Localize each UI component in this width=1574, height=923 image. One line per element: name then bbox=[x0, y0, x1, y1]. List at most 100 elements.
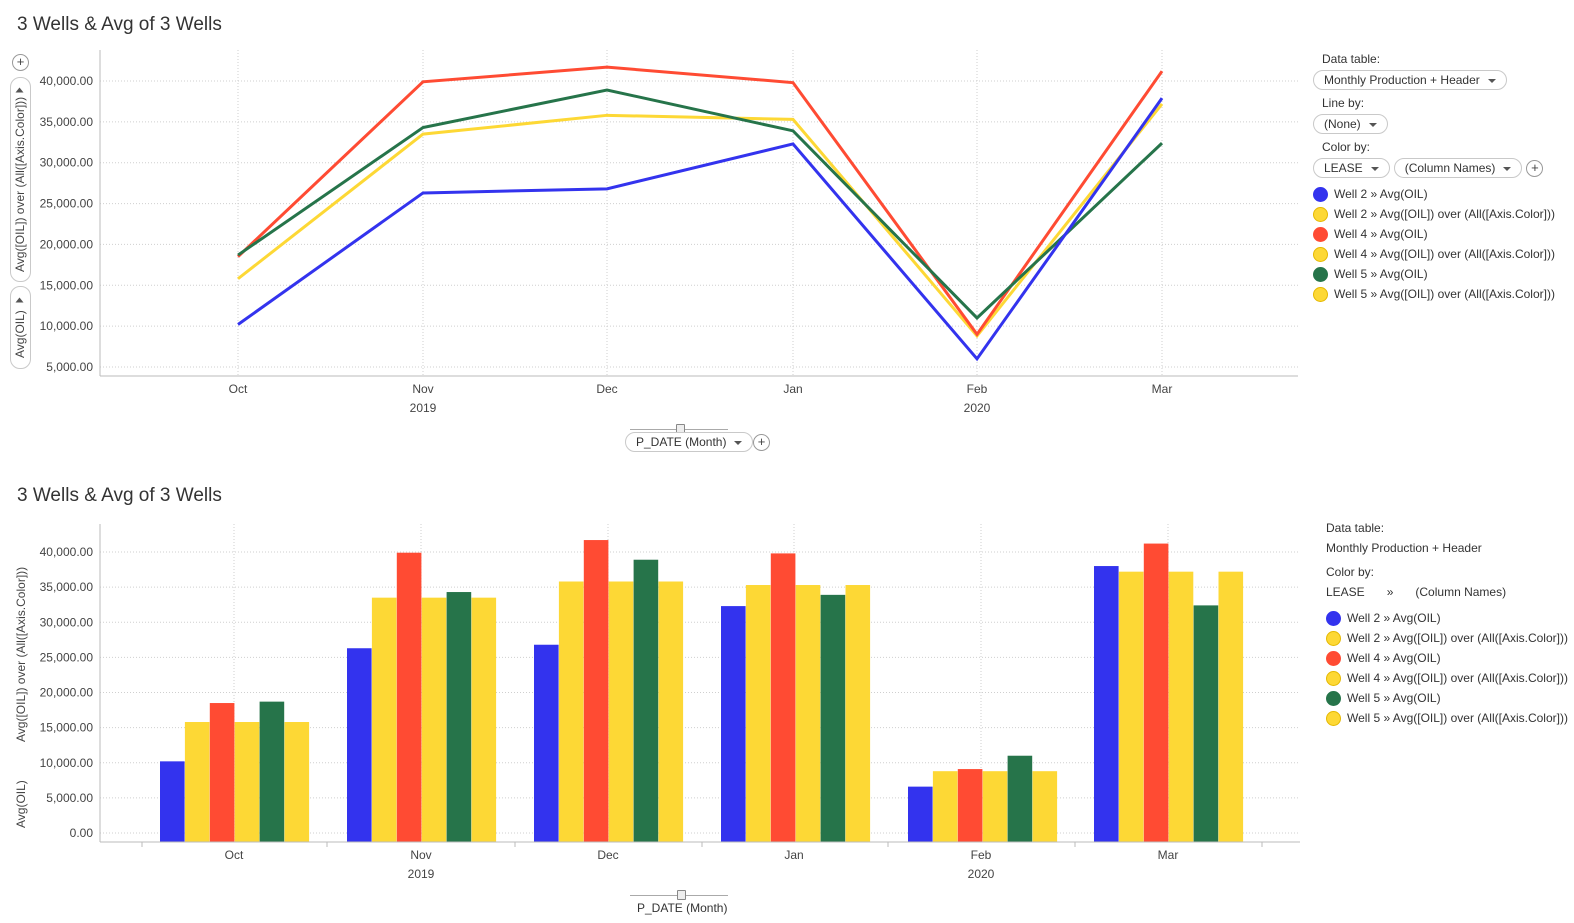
legend-item[interactable]: Well 2 » Avg([OIL]) over (All([Axis.Colo… bbox=[1313, 204, 1568, 224]
bar bbox=[396, 552, 422, 842]
add-color-by-button[interactable]: + bbox=[1526, 160, 1544, 178]
legend-label: Well 5 » Avg(OIL) bbox=[1334, 267, 1428, 281]
y-tick-label: 25,000.00 bbox=[40, 650, 94, 664]
bar bbox=[982, 771, 1008, 842]
legend-item[interactable]: Well 2 » Avg([OIL]) over (All([Axis.Colo… bbox=[1326, 628, 1571, 648]
x-axis-label: P_DATE (Month) bbox=[637, 901, 728, 915]
y-tick-label: 40,000.00 bbox=[40, 545, 94, 559]
x-tick-label: Nov bbox=[410, 848, 431, 862]
color-by-selector-lease[interactable]: LEASE bbox=[1313, 158, 1390, 178]
legend-label: Well 5 » Avg([OIL]) over (All([Axis.Colo… bbox=[1334, 287, 1555, 301]
bar bbox=[234, 722, 260, 842]
bar bbox=[770, 553, 796, 842]
chevron-down-icon bbox=[1503, 166, 1512, 171]
line-chart[interactable]: 5,000.00 10,000.00 15,000.00 20,000.00 25,00… bbox=[0, 0, 1300, 462]
series-line-well-2-avg-oil- bbox=[237, 97, 1164, 362]
legend-swatch bbox=[1326, 610, 1341, 626]
chevron-down-icon bbox=[734, 440, 743, 445]
legend-item[interactable]: Well 4 » Avg(OIL) bbox=[1313, 224, 1568, 244]
x-tick-label: Mar bbox=[1158, 848, 1179, 862]
y-axis-selector-avg-oil[interactable] bbox=[10, 286, 31, 369]
legend-label: Well 2 » Avg(OIL) bbox=[1347, 611, 1441, 625]
y-tick-label: 20,000.00 bbox=[40, 686, 94, 700]
x-tick-label: Oct bbox=[229, 382, 248, 396]
legend-item[interactable]: Well 4 » Avg([OIL]) over (All([Axis.Colo… bbox=[1326, 668, 1571, 688]
bar-chart-panel: 3 Wells & Avg of 3 Wells 0.00 5,000.00 10,… bbox=[0, 470, 1574, 923]
x-tick-label: Oct bbox=[225, 848, 244, 862]
legend-item[interactable]: Well 5 » Avg([OIL]) over (All([Axis.Colo… bbox=[1326, 708, 1571, 728]
legend-item[interactable]: Well 2 » Avg(OIL) bbox=[1326, 608, 1571, 628]
legend-item[interactable]: Well 4 » Avg(OIL) bbox=[1326, 648, 1571, 668]
bar bbox=[583, 540, 609, 842]
bar bbox=[795, 585, 821, 842]
bar bbox=[284, 722, 310, 842]
legend-swatch bbox=[1313, 226, 1328, 242]
bar bbox=[471, 597, 497, 842]
bar-chart[interactable]: 0.00 5,000.00 10,000.00 15,000.00 20,000.00 2… bbox=[0, 470, 1310, 923]
legend-items: Well 2 » Avg(OIL) Well 2 » Avg([OIL]) ove… bbox=[1326, 608, 1571, 728]
bar bbox=[608, 581, 634, 842]
chevron-down-icon bbox=[15, 87, 24, 93]
legend-label: Well 2 » Avg([OIL]) over (All([Axis.Colo… bbox=[1334, 207, 1555, 221]
bar bbox=[745, 585, 771, 842]
add-y-axis-button[interactable]: + bbox=[12, 54, 29, 71]
x-tick-label: Jan bbox=[783, 382, 802, 396]
x-year-label: 2019 bbox=[408, 867, 435, 881]
legend-swatch bbox=[1326, 690, 1341, 706]
color-by-selector-columns[interactable]: (Column Names) bbox=[1393, 158, 1523, 178]
bar bbox=[421, 597, 447, 842]
legend-swatch bbox=[1313, 206, 1328, 222]
y-axis-label: Avg(OIL) bbox=[13, 310, 27, 358]
legend-item[interactable]: Well 5 » Avg(OIL) bbox=[1313, 264, 1568, 284]
bar bbox=[721, 606, 746, 842]
legend-swatch bbox=[1313, 186, 1328, 202]
y-tick-label: 15,000.00 bbox=[40, 278, 94, 292]
data-table-selector[interactable]: Monthly Production + Header bbox=[1313, 70, 1507, 90]
legend-item[interactable]: Well 4 » Avg([OIL]) over (All([Axis.Colo… bbox=[1313, 244, 1568, 264]
bar bbox=[908, 786, 933, 842]
x-tick-label: Feb bbox=[967, 382, 988, 396]
color-by-value: LEASE bbox=[1324, 161, 1363, 175]
y-tick-label: 10,000.00 bbox=[40, 319, 94, 333]
chevron-down-icon bbox=[15, 297, 24, 303]
y-axis-label: Avg([OIL]) over (All([Axis.Color])) bbox=[13, 96, 27, 272]
y-tick-label: 35,000.00 bbox=[40, 115, 94, 129]
legend-swatch bbox=[1326, 630, 1341, 646]
add-x-axis-button[interactable]: + bbox=[753, 434, 770, 451]
legend: Data table: Monthly Production + Header … bbox=[1313, 46, 1568, 304]
x-tick-label: Dec bbox=[597, 848, 618, 862]
bar bbox=[534, 644, 559, 842]
bar bbox=[1118, 571, 1144, 842]
y-tick-label: 0.00 bbox=[70, 826, 94, 840]
y-tick-label: 10,000.00 bbox=[40, 756, 94, 770]
x-tick-label: Feb bbox=[971, 848, 992, 862]
y-tick-label: 35,000.00 bbox=[40, 580, 94, 594]
bar bbox=[371, 597, 397, 842]
slider-handle[interactable] bbox=[677, 890, 686, 900]
legend: Data table: Monthly Production + Header … bbox=[1326, 521, 1571, 728]
legend-label: Well 4 » Avg(OIL) bbox=[1347, 651, 1441, 665]
legend-label: Well 2 » Avg([OIL]) over (All([Axis.Colo… bbox=[1347, 631, 1568, 645]
y-tick-label: 20,000.00 bbox=[40, 237, 94, 251]
legend-item[interactable]: Well 2 » Avg(OIL) bbox=[1313, 184, 1568, 204]
legend-label: Well 5 » Avg([OIL]) over (All([Axis.Colo… bbox=[1347, 711, 1568, 725]
x-axis-selector[interactable]: P_DATE (Month) bbox=[625, 432, 754, 452]
bar bbox=[845, 585, 871, 842]
legend-item[interactable]: Well 5 » Avg(OIL) bbox=[1326, 688, 1571, 708]
series-line-well-5-avg-oil- bbox=[237, 88, 1164, 321]
chevron-down-icon bbox=[1487, 78, 1496, 83]
bar bbox=[1143, 543, 1169, 842]
bar bbox=[259, 701, 285, 842]
legend-label: Well 4 » Avg(OIL) bbox=[1334, 227, 1428, 241]
y-tick-label: 5,000.00 bbox=[46, 791, 93, 805]
y-axis-label: Avg([OIL]) over (All([Axis.Color])) bbox=[14, 566, 28, 742]
legend-item[interactable]: Well 5 » Avg([OIL]) over (All([Axis.Colo… bbox=[1313, 284, 1568, 304]
y-tick-label: 5,000.00 bbox=[46, 360, 93, 374]
chevron-down-icon bbox=[1370, 166, 1379, 171]
data-table-label: Data table: bbox=[1322, 52, 1381, 66]
y-tick-label: 40,000.00 bbox=[40, 74, 94, 88]
y-axis-selector-avg-over[interactable] bbox=[10, 77, 31, 282]
series-line-avg-oil-over-all-axis-color- bbox=[237, 102, 1164, 339]
line-by-selector[interactable]: (None) bbox=[1313, 114, 1388, 134]
chevron-down-icon bbox=[1368, 122, 1377, 127]
